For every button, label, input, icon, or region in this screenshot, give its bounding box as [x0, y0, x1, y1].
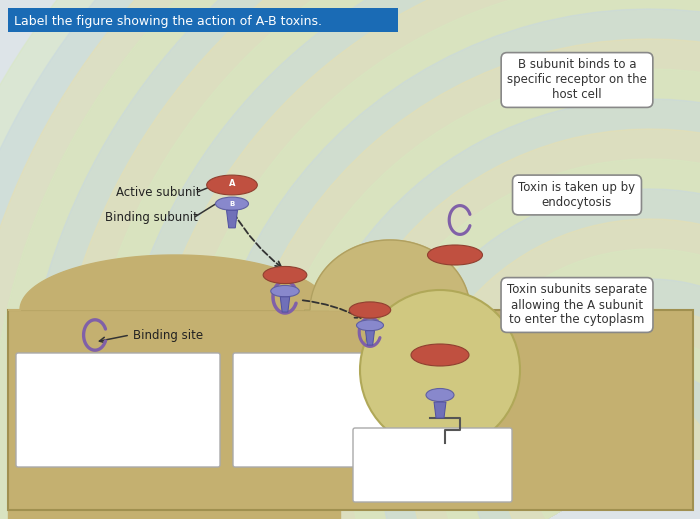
- Wedge shape: [230, 39, 700, 519]
- Text: Binding site: Binding site: [133, 329, 203, 342]
- Ellipse shape: [428, 245, 482, 265]
- Ellipse shape: [271, 285, 300, 297]
- FancyBboxPatch shape: [233, 353, 402, 467]
- Wedge shape: [200, 9, 700, 519]
- Wedge shape: [470, 279, 700, 519]
- Ellipse shape: [426, 389, 454, 402]
- Wedge shape: [350, 159, 700, 519]
- Text: Binding subunit: Binding subunit: [105, 212, 198, 225]
- Polygon shape: [280, 297, 290, 312]
- Text: A: A: [229, 180, 235, 188]
- Text: B subunit binds to a
specific receptor on the
host cell: B subunit binds to a specific receptor o…: [507, 59, 647, 102]
- Wedge shape: [50, 0, 700, 519]
- Wedge shape: [620, 429, 680, 474]
- Wedge shape: [380, 189, 700, 519]
- Wedge shape: [410, 219, 700, 519]
- Wedge shape: [440, 249, 700, 519]
- Text: Toxin is taken up by
endocytosis: Toxin is taken up by endocytosis: [519, 181, 636, 209]
- Polygon shape: [365, 331, 375, 345]
- Wedge shape: [260, 69, 700, 519]
- Wedge shape: [290, 99, 700, 519]
- Wedge shape: [170, 0, 700, 519]
- Wedge shape: [590, 399, 700, 489]
- Ellipse shape: [360, 290, 520, 450]
- Text: B: B: [230, 201, 235, 207]
- Ellipse shape: [206, 175, 258, 195]
- Wedge shape: [140, 0, 700, 519]
- FancyBboxPatch shape: [353, 428, 512, 502]
- Polygon shape: [227, 210, 237, 228]
- Text: Label the figure showing the action of A-B toxins.: Label the figure showing the action of A…: [14, 15, 322, 28]
- Wedge shape: [320, 129, 700, 519]
- FancyBboxPatch shape: [8, 8, 398, 32]
- Ellipse shape: [349, 302, 391, 318]
- FancyBboxPatch shape: [16, 353, 220, 467]
- Wedge shape: [80, 0, 700, 519]
- Text: Toxin subunits separate
allowing the A subunit
to enter the cytoplasm: Toxin subunits separate allowing the A s…: [507, 283, 647, 326]
- Wedge shape: [110, 0, 700, 519]
- Polygon shape: [305, 240, 475, 310]
- Wedge shape: [530, 339, 700, 519]
- Wedge shape: [20, 0, 700, 519]
- Wedge shape: [560, 369, 700, 504]
- Ellipse shape: [263, 266, 307, 283]
- Polygon shape: [434, 402, 446, 418]
- Text: Active subunit: Active subunit: [116, 186, 200, 199]
- Ellipse shape: [216, 197, 248, 210]
- Wedge shape: [500, 309, 700, 519]
- Polygon shape: [8, 310, 340, 519]
- Polygon shape: [8, 255, 340, 310]
- Ellipse shape: [411, 344, 469, 366]
- FancyBboxPatch shape: [8, 310, 693, 510]
- Ellipse shape: [356, 320, 384, 331]
